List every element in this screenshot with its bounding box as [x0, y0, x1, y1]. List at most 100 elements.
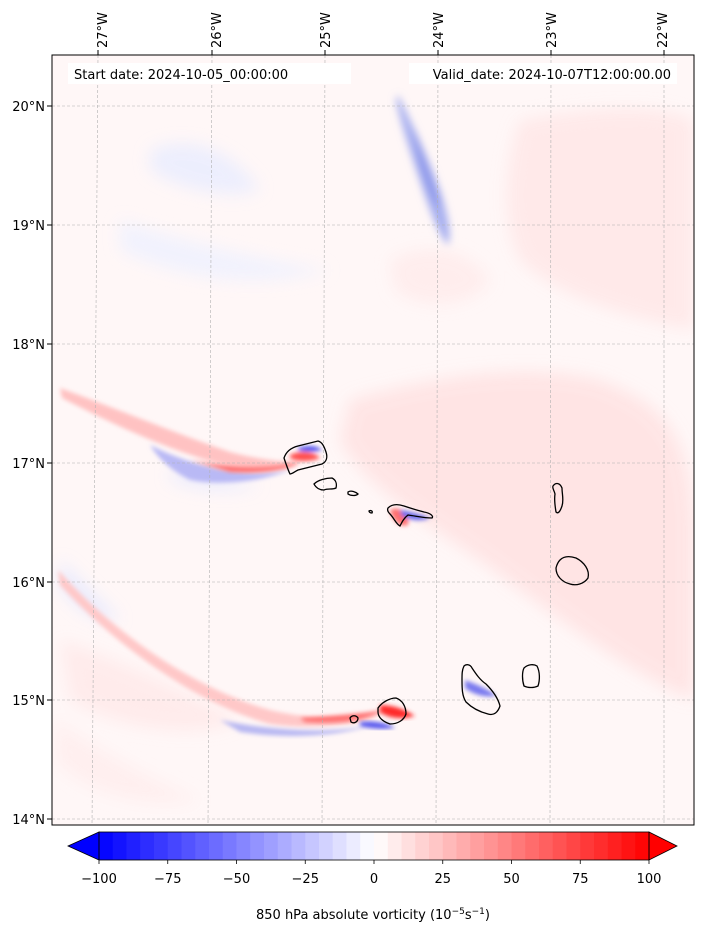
island-boa-vista — [555, 556, 590, 586]
latitude-tick-labels: 20°N 19°N 18°N 17°N 16°N 15°N 14°N — [12, 100, 45, 828]
colorbar-segment — [126, 832, 141, 860]
colorbar-label-end: ) — [485, 908, 490, 923]
colorbar-tick-label: 0 — [370, 872, 378, 887]
colorbar-segment — [360, 832, 375, 860]
colorbar-segment — [346, 832, 361, 860]
lat-label-18n: 18°N — [12, 338, 45, 353]
longitude-tick-labels: 27°W 26°W 25°W 24°W 23°W 22°W — [96, 12, 671, 48]
colorbar-ticks: −100 −75 −50 −25 0 25 50 75 100 — [81, 860, 661, 887]
colorbar-segment — [112, 832, 127, 860]
lat-label-16n: 16°N — [12, 576, 45, 591]
colorbar-tick-label: 50 — [503, 872, 520, 887]
lon-label-23w: 23°W — [545, 12, 560, 48]
colorbar-segments — [99, 832, 650, 860]
map-gridlines — [52, 55, 694, 825]
colorbar-segment — [264, 832, 279, 860]
valid-date-box — [409, 63, 677, 84]
colorbar-segment — [484, 832, 499, 860]
colorbar-segment — [291, 832, 306, 860]
colorbar-segment — [552, 832, 567, 860]
colorbar-segment — [332, 832, 347, 860]
island-santiago — [461, 664, 501, 716]
colorbar-segment — [222, 832, 237, 860]
island-brava — [349, 715, 359, 724]
valid-date-label: Valid_date: 2024-10-07T12:00:00.00 — [433, 68, 671, 83]
colorbar-segment — [497, 832, 512, 860]
colorbar-segment — [387, 832, 402, 860]
colorbar-segment — [195, 832, 210, 860]
colorbar-segment — [580, 832, 595, 860]
colorbar-tick-label: −25 — [292, 872, 319, 887]
colorbar-segment — [539, 832, 554, 860]
colorbar-segment — [140, 832, 155, 860]
colorbar-segment — [594, 832, 609, 860]
colorbar-segment — [154, 832, 169, 860]
colorbar-tick-label: 25 — [434, 872, 451, 887]
colorbar-segment — [511, 832, 526, 860]
island-raso — [368, 509, 373, 514]
colorbar-tick-label: 100 — [637, 872, 662, 887]
lon-label-27w: 27°W — [96, 12, 111, 48]
colorbar-segment — [429, 832, 444, 860]
upper-island-wake — [60, 388, 300, 483]
lat-label-17n: 17°N — [12, 457, 45, 472]
colorbar-segment — [566, 832, 581, 860]
colorbar-label-exp2: −1 — [472, 907, 485, 917]
positive-vorticity-patches — [55, 108, 694, 803]
colorbar-segment — [250, 832, 265, 860]
colorbar-segment — [621, 832, 636, 860]
lon-label-26w: 26°W — [210, 12, 225, 48]
colorbar-label-main: 850 hPa absolute vorticity (10 — [256, 908, 452, 923]
colorbar-segment — [470, 832, 485, 860]
island-santo-antao — [283, 440, 328, 475]
start-date-box — [68, 63, 351, 84]
colorbar-tick-label: 75 — [572, 872, 589, 887]
island-coastlines — [283, 440, 590, 725]
colorbar-label-mid: s — [465, 908, 472, 923]
colorbar-segment — [374, 832, 389, 860]
colorbar-segment — [305, 832, 320, 860]
colorbar-segment — [607, 832, 622, 860]
colorbar-label-exp1: −5 — [452, 907, 465, 917]
colorbar-segment — [99, 832, 114, 860]
colorbar-segment — [167, 832, 182, 860]
lon-label-22w: 22°W — [656, 12, 671, 48]
colorbar-segment — [456, 832, 471, 860]
lat-label-19n: 19°N — [12, 219, 45, 234]
map-panel — [52, 55, 694, 825]
colorbar-segment — [319, 832, 334, 860]
colorbar-tick-label: −50 — [223, 872, 250, 887]
island-fogo — [377, 697, 407, 725]
start-date-label: Start date: 2024-10-05_00:00:00 — [74, 68, 288, 83]
colorbar-segment — [401, 832, 416, 860]
colorbar-segment — [525, 832, 540, 860]
colorbar-tick-label: −75 — [154, 872, 181, 887]
island-maio — [521, 664, 541, 689]
island-sal — [552, 482, 564, 514]
island-sao-nicolau — [386, 504, 434, 527]
colorbar-segment — [442, 832, 457, 860]
lat-label-20n: 20°N — [12, 100, 45, 115]
colorbar-segment — [415, 832, 430, 860]
colorbar-max-extend-arrow — [648, 831, 678, 861]
colorbar-label: 850 hPa absolute vorticity (10−5s−1) — [256, 907, 490, 923]
colorbar-segment — [181, 832, 196, 860]
colorbar-segment — [635, 832, 650, 860]
colorbar-min-extend-arrow — [67, 831, 100, 861]
map-frame — [51, 54, 695, 826]
longitude-tick-marks — [97, 50, 665, 55]
lat-label-15n: 15°N — [12, 694, 45, 709]
lat-label-14n: 14°N — [12, 813, 45, 828]
island-sao-vicente — [313, 477, 338, 491]
lon-label-24w: 24°W — [432, 12, 447, 48]
latitude-tick-marks — [47, 105, 52, 820]
colorbar-segment — [236, 832, 251, 860]
lon-label-25w: 25°W — [319, 12, 334, 48]
colorbar: −100 −75 −50 −25 0 25 50 75 100 — [67, 831, 678, 887]
colorbar-segment — [209, 832, 224, 860]
northern-negative-streak — [396, 95, 450, 245]
colorbar-tick-label: −100 — [81, 872, 117, 887]
island-santa-luzia — [347, 490, 359, 497]
colorbar-segment — [277, 832, 292, 860]
